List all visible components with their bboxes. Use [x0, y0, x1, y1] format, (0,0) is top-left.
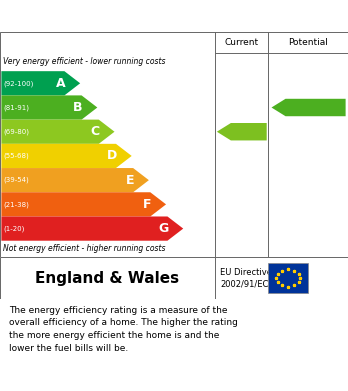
Text: Potential: Potential [288, 38, 328, 47]
Text: (55-68): (55-68) [3, 153, 29, 159]
Polygon shape [271, 99, 346, 116]
Text: Not energy efficient - higher running costs: Not energy efficient - higher running co… [3, 244, 165, 253]
Text: G: G [158, 222, 168, 235]
Text: 78: 78 [240, 125, 258, 138]
Polygon shape [1, 192, 166, 217]
Polygon shape [1, 95, 97, 120]
Text: A: A [56, 77, 65, 90]
Text: 89: 89 [307, 101, 324, 114]
Polygon shape [1, 217, 183, 241]
Polygon shape [1, 168, 149, 192]
Text: Current: Current [224, 38, 259, 47]
Polygon shape [1, 71, 80, 95]
Text: E: E [125, 174, 134, 187]
Polygon shape [217, 123, 267, 140]
Text: F: F [143, 198, 151, 211]
Text: Very energy efficient - lower running costs: Very energy efficient - lower running co… [3, 57, 165, 66]
Text: (21-38): (21-38) [3, 201, 29, 208]
Bar [268, 263, 308, 293]
Polygon shape [1, 120, 114, 144]
Text: (92-100): (92-100) [3, 80, 34, 86]
Text: B: B [73, 101, 82, 114]
Polygon shape [1, 144, 132, 168]
Text: Energy Efficiency Rating: Energy Efficiency Rating [60, 7, 288, 25]
Text: The energy efficiency rating is a measure of the
overall efficiency of a home. T: The energy efficiency rating is a measur… [9, 305, 238, 353]
Text: EU Directive
2002/91/EC: EU Directive 2002/91/EC [220, 267, 272, 289]
Text: C: C [90, 125, 100, 138]
Text: D: D [106, 149, 117, 162]
Text: (81-91): (81-91) [3, 104, 30, 111]
Text: (69-80): (69-80) [3, 129, 30, 135]
Text: (1-20): (1-20) [3, 225, 25, 232]
Text: (39-54): (39-54) [3, 177, 29, 183]
Text: England & Wales: England & Wales [35, 271, 180, 285]
